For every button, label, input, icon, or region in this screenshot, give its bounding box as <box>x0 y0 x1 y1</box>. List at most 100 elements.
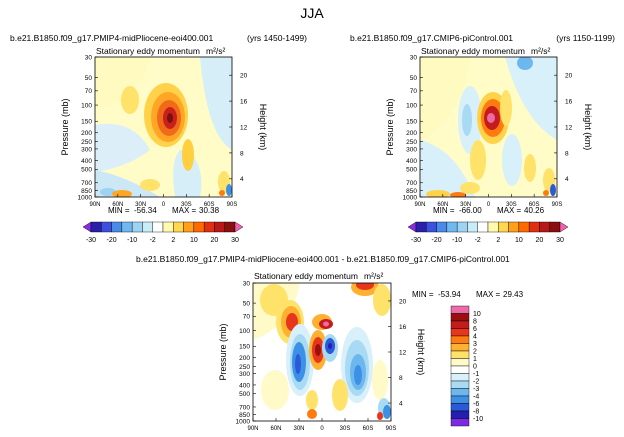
colorbar-cell <box>183 221 195 233</box>
y-tick-label: 700 <box>81 180 92 187</box>
y-tick-label: 850 <box>81 188 92 195</box>
panel-2-right-title: (yrs 1150-1199) <box>556 33 615 43</box>
colorbar-label: 10 <box>190 237 198 244</box>
colorbar-label: 0 <box>473 364 477 371</box>
y-tick-label: 1000 <box>78 194 93 201</box>
x-tick-label: 60S <box>204 202 215 208</box>
colorbar-cell <box>111 221 123 233</box>
panel-2: b.e21.B1850.f09_g17.CMIP6-piControl.001 … <box>350 33 615 244</box>
panel-2-y2-ticks: 20 16 12 8 4 <box>554 73 573 183</box>
colorbar-cell <box>450 410 470 419</box>
colorbar-cell <box>450 305 470 314</box>
panel-1-colorbar <box>82 221 244 233</box>
panel-2-max-label: MAX = <box>497 206 522 215</box>
y-tick-label: 850 <box>406 188 417 195</box>
y-tick-label: 700 <box>239 404 250 411</box>
panel-3-colorbar <box>450 305 470 427</box>
x-tick-label: 0 <box>320 426 324 432</box>
y-tick-label: 250 <box>81 139 92 146</box>
colorbar-cell <box>456 221 468 233</box>
panel-2-max-value: 40.26 <box>524 206 545 215</box>
panel-3-units: m²/s² <box>364 271 384 281</box>
y-tick-label: 500 <box>406 167 417 174</box>
panel-3-subtitle: Stationary eddy momentum <box>254 271 358 281</box>
panel-1-colorbar-labels: -30 -20 -10 -2 2 10 20 30 <box>86 237 239 244</box>
colorbar-cell <box>450 403 470 412</box>
y2-tick-label: 4 <box>399 400 403 407</box>
y-tick-label: 30 <box>243 280 251 287</box>
panel-2-units: m²/s² <box>531 46 551 56</box>
panel-3-ylabel2: Height (km) <box>416 329 426 376</box>
y-tick-label: 850 <box>239 412 250 419</box>
colorbar-cell <box>101 221 112 233</box>
panel-2-min-label: MIN = <box>433 206 455 215</box>
y2-tick-label: 12 <box>240 124 248 131</box>
colorbar-cell <box>446 221 458 233</box>
y-tick-label: 100 <box>81 102 92 109</box>
panel-2-left-title: b.e21.B1850.f09_g17.CMIP6-piControl.001 <box>350 33 513 43</box>
y-tick-label: 500 <box>81 167 92 174</box>
x-tick-label: 60N <box>112 202 123 208</box>
colorbar-label: 2 <box>171 237 175 244</box>
y2-tick-label: 8 <box>565 150 569 157</box>
y2-tick-label: 8 <box>399 375 403 382</box>
panel-3-ylabel: Pressure (mb) <box>218 323 228 380</box>
panel-2-ylabel2: Height (km) <box>583 104 593 151</box>
y-tick-label: 200 <box>406 130 417 137</box>
y2-tick-label: 20 <box>565 73 573 80</box>
y-tick-label: 100 <box>239 328 250 335</box>
x-tick-label: 60S <box>363 426 374 432</box>
colorbar-cell <box>90 221 102 233</box>
colorbar-cell <box>450 343 470 352</box>
colorbar-cell <box>224 221 236 233</box>
x-tick-label: 30S <box>340 426 351 432</box>
colorbar-label: -30 <box>411 237 421 244</box>
y-tick-label: 150 <box>81 119 92 126</box>
panel-1-right-title: (yrs 1450-1499) <box>247 33 307 43</box>
colorbar-cell <box>450 350 470 359</box>
colorbar-label: 3 <box>473 341 477 348</box>
colorbar-cell <box>487 221 499 233</box>
x-tick-label: 30S <box>506 202 517 208</box>
panel-1-min-label: MIN = <box>108 206 130 215</box>
y-tick-label: 700 <box>406 180 417 187</box>
panel-1-left-title: b.e21.B1850.f09_g17.PMIP4-midPliocene-eo… <box>10 33 213 43</box>
colorbar-label: -2 <box>150 237 156 244</box>
y-tick-label: 400 <box>406 158 417 165</box>
x-tick-label: 30N <box>460 202 471 208</box>
colorbar-label: -30 <box>86 237 96 244</box>
x-tick-label: 90S <box>386 426 397 432</box>
colorbar-label: 20 <box>536 237 544 244</box>
y-tick-label: 1000 <box>236 418 251 425</box>
x-tick-label: 30S <box>181 202 192 208</box>
colorbar-cell <box>450 418 470 427</box>
colorbar-label: -20 <box>107 237 117 244</box>
colorbar-label: -6 <box>473 401 479 408</box>
y-tick-label: 300 <box>406 146 417 153</box>
colorbar-label: 4 <box>473 334 477 341</box>
panel-2-colorbar-labels: -30 -20 -10 -2 2 10 20 30 <box>411 237 564 244</box>
y2-tick-label: 4 <box>240 176 244 183</box>
colorbar-cell <box>450 395 470 404</box>
colorbar-cell <box>142 221 153 233</box>
panel-2-field <box>420 57 557 197</box>
panel-3-max-value: 29.43 <box>503 290 524 299</box>
colorbar-label: 10 <box>515 237 523 244</box>
colorbar-label: -10 <box>473 416 483 423</box>
y2-tick-label: 12 <box>565 124 573 131</box>
colorbar-label: -10 <box>127 237 137 244</box>
colorbar-cell <box>508 221 520 233</box>
colorbar-label: 10 <box>473 311 481 318</box>
y2-tick-label: 20 <box>240 73 248 80</box>
y2-tick-label: 20 <box>399 298 407 305</box>
panel-1: b.e21.B1850.f09_g17.PMIP4-midPliocene-eo… <box>10 33 307 244</box>
panel-1-field <box>95 57 232 197</box>
panel-2-x-ticks: 90N 60N 30N 0 30S 60S 90S <box>414 194 562 208</box>
x-tick-label: 60S <box>529 202 540 208</box>
x-tick-label: 30N <box>293 426 304 432</box>
panel-1-max-label: MAX = <box>172 206 197 215</box>
y2-tick-label: 12 <box>399 349 407 356</box>
x-tick-label: 60N <box>437 202 448 208</box>
panel-1-y2-ticks: 20 16 12 8 4 <box>229 73 248 183</box>
